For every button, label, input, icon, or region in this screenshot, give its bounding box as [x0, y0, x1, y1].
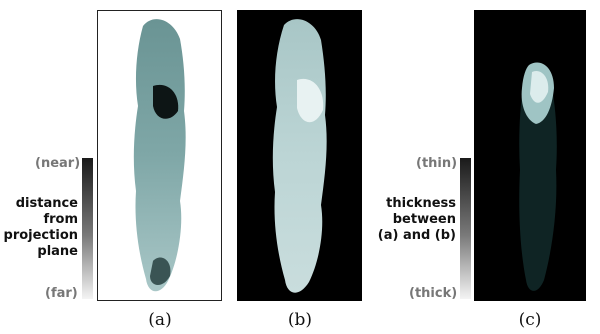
legend-right-title-line: between: [392, 212, 456, 227]
front-depth-figure: [133, 19, 186, 292]
thickness-figure: [519, 62, 557, 291]
thickness-scale-bar: [460, 158, 471, 299]
distance-scale-bar: [82, 158, 93, 299]
legend-right-title-line: thickness: [386, 196, 456, 211]
legend-right-thin-label: (thin): [416, 156, 458, 171]
caption-b: (b): [287, 310, 313, 330]
legend-left-far-label: (far): [45, 286, 78, 301]
legend-left-title-line: plane: [37, 244, 78, 259]
panel-c-thickness-image: [474, 10, 586, 301]
panel-b-depth-image: [237, 10, 362, 301]
caption-a: (a): [148, 310, 172, 330]
legend-right-title-line: (a) and (b): [377, 228, 456, 243]
legend-left-title-line: distance: [15, 196, 78, 211]
legend-left-near-label: (near): [35, 156, 81, 171]
legend-right-title: thickness between (a) and (b): [370, 196, 456, 244]
legend-left-title: distance from projection plane: [0, 196, 78, 260]
legend-left-title-line: from: [43, 212, 78, 227]
panel-a-depth-image: [97, 10, 222, 301]
caption-c: (c): [518, 310, 542, 330]
legend-left-title-line: projection: [3, 228, 78, 243]
back-depth-figure: [272, 19, 327, 293]
legend-right-thick-label: (thick): [409, 286, 458, 301]
